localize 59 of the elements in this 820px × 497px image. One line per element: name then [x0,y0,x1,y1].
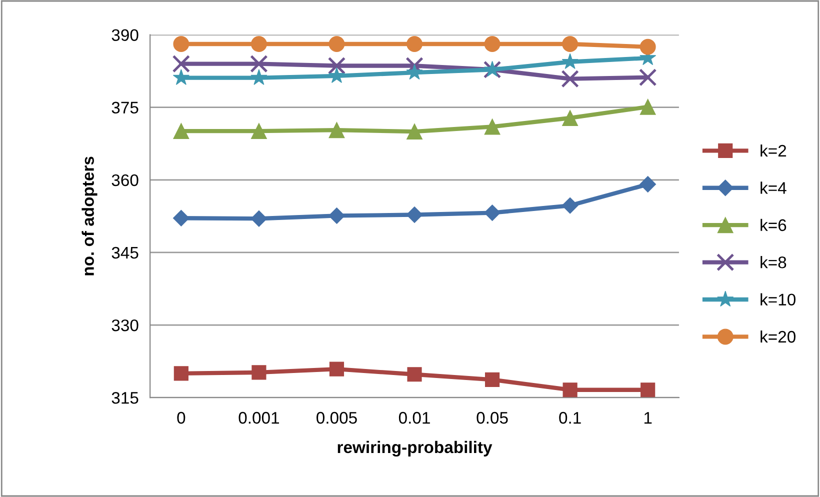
x-tick-label: 1 [644,412,652,424]
point [407,367,422,382]
point [172,69,190,85]
point [638,68,657,86]
point [328,36,345,52]
point [562,197,578,214]
y-tick-label: 345 [112,246,138,259]
point [562,110,578,126]
legend-label: k=2 [760,144,786,157]
x-tick-label: 0 [177,412,186,424]
legend-label: k=8 [760,256,786,268]
point [640,38,656,55]
point [484,36,500,52]
point [250,123,267,140]
point [640,176,656,192]
point [406,64,423,80]
point [172,210,190,226]
point [250,54,268,73]
x-tick-label: 0.1 [559,412,581,424]
point [562,382,578,398]
point [250,36,267,52]
point [328,56,346,75]
point [250,69,268,85]
point [406,124,422,140]
point [174,366,188,381]
y-tick-label: 375 [112,102,138,114]
y-axis-title: no. of adopters [82,156,98,276]
point [484,118,500,135]
point [328,67,346,83]
legend-label: k=6 [760,218,786,232]
point [640,382,656,398]
legend-label: k=4 [760,182,786,194]
point [250,210,268,227]
point [562,36,578,52]
point [484,204,500,222]
x-tick-label: 0.01 [398,412,430,424]
y-tick-label: 390 [112,29,138,41]
point [173,36,190,52]
point [328,122,345,138]
legend-label: k=10 [760,293,796,306]
y-tick-label: 330 [112,319,138,332]
point [172,54,190,73]
x-tick-label: 0.05 [476,412,508,424]
point [329,362,344,376]
y-tick-label: 315 [112,392,138,404]
point [406,36,422,52]
point [561,70,579,88]
point [406,206,423,223]
legend-label: k=20 [760,330,796,343]
x-tick-label: 0.005 [316,412,357,424]
point [173,123,190,140]
point [328,208,345,224]
x-axis-title: rewiring-probability [338,440,492,457]
y-tick-label: 360 [112,174,138,186]
point [562,53,578,69]
point [252,365,266,380]
point [484,372,500,387]
x-tick-label: 0.001 [238,412,279,424]
point [640,98,656,115]
